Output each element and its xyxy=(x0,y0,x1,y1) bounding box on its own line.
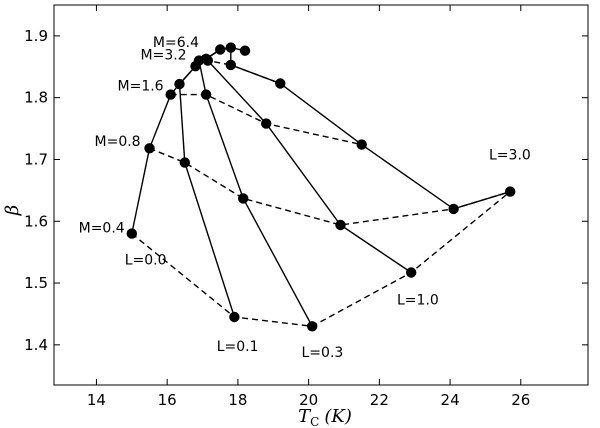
annotation-label: M=0.8 xyxy=(95,134,141,150)
annotation-label: L=3.0 xyxy=(489,148,531,164)
data-point-16 xyxy=(261,118,272,129)
data-point-19 xyxy=(448,203,459,215)
annotation-label: L=0.0 xyxy=(125,253,167,269)
series-line-2 xyxy=(198,46,313,327)
data-point-17 xyxy=(202,55,213,66)
x-tick-label: 22 xyxy=(370,391,389,409)
x-tick-label: 20 xyxy=(299,391,318,409)
data-point-9 xyxy=(229,311,240,323)
annotation-label: M=3.2 xyxy=(141,47,187,63)
data-point-12 xyxy=(238,193,249,204)
y-axis-title: β xyxy=(2,205,23,216)
series-line-6 xyxy=(149,147,511,226)
annotation-label: M=0.4 xyxy=(79,220,125,236)
x-axis-title-unit: (K) xyxy=(324,406,352,427)
y-tick-label: 1.7 xyxy=(24,150,48,168)
data-point-23 xyxy=(239,45,251,56)
data-point-20 xyxy=(356,139,367,150)
annotation-label: L=1.0 xyxy=(397,293,439,309)
data-point-3 xyxy=(174,78,185,90)
series-line-4 xyxy=(230,46,511,210)
data-point-22 xyxy=(225,59,236,71)
y-tick-label: 1.8 xyxy=(24,89,48,107)
x-axis-title-main: T xyxy=(298,406,312,427)
series-line-0 xyxy=(131,46,231,234)
x-tick-label: 18 xyxy=(228,391,247,409)
data-point-1 xyxy=(144,143,155,154)
x-axis-title: TC (K) xyxy=(298,406,352,428)
data-point-13 xyxy=(200,89,212,100)
annotations: M=6.4M=3.2 M=1.6 M=0.8 M=0.4 L=0.0 L=0.1 L=0.3… xyxy=(79,35,531,361)
data-point-11 xyxy=(307,321,318,332)
plot-lines xyxy=(131,46,511,328)
series-line-8 xyxy=(195,59,281,85)
data-point-7 xyxy=(215,44,226,55)
data-point-2 xyxy=(165,89,176,100)
data-point-21 xyxy=(275,78,286,89)
x-tick-label: 16 xyxy=(158,391,177,409)
data-point-10 xyxy=(179,157,190,168)
series-line-3 xyxy=(205,46,412,274)
data-point-8 xyxy=(225,42,236,53)
series-line-7 xyxy=(170,93,362,146)
data-point-14 xyxy=(406,267,417,278)
x-tick-label: 14 xyxy=(87,391,106,409)
x-tick-label: 26 xyxy=(511,391,530,409)
axes: 14 16 18 20 22 24 26 1.4 1.5 1.6 1.7 1.8 1.9 xyxy=(24,4,589,409)
x-tick-label: 24 xyxy=(441,391,460,409)
data-point-15 xyxy=(335,219,346,231)
data-point-18 xyxy=(505,186,516,197)
series-line-1 xyxy=(178,46,236,318)
plot-frame xyxy=(53,4,589,386)
x-axis-title-sub: C xyxy=(310,415,319,428)
y-tick-label: 1.5 xyxy=(24,274,48,292)
annotation-label: M=1.6 xyxy=(118,78,164,94)
y-tick-label: 1.4 xyxy=(24,336,48,354)
annotation-label: M=6.4 xyxy=(153,35,199,51)
y-tick-label: 1.9 xyxy=(24,27,48,45)
annotation-label: L=0.3 xyxy=(302,345,344,361)
data-point-0 xyxy=(126,228,137,239)
annotation-label: L=0.1 xyxy=(217,339,259,355)
y-tick-label: 1.6 xyxy=(24,212,48,230)
plot-points xyxy=(126,42,516,332)
